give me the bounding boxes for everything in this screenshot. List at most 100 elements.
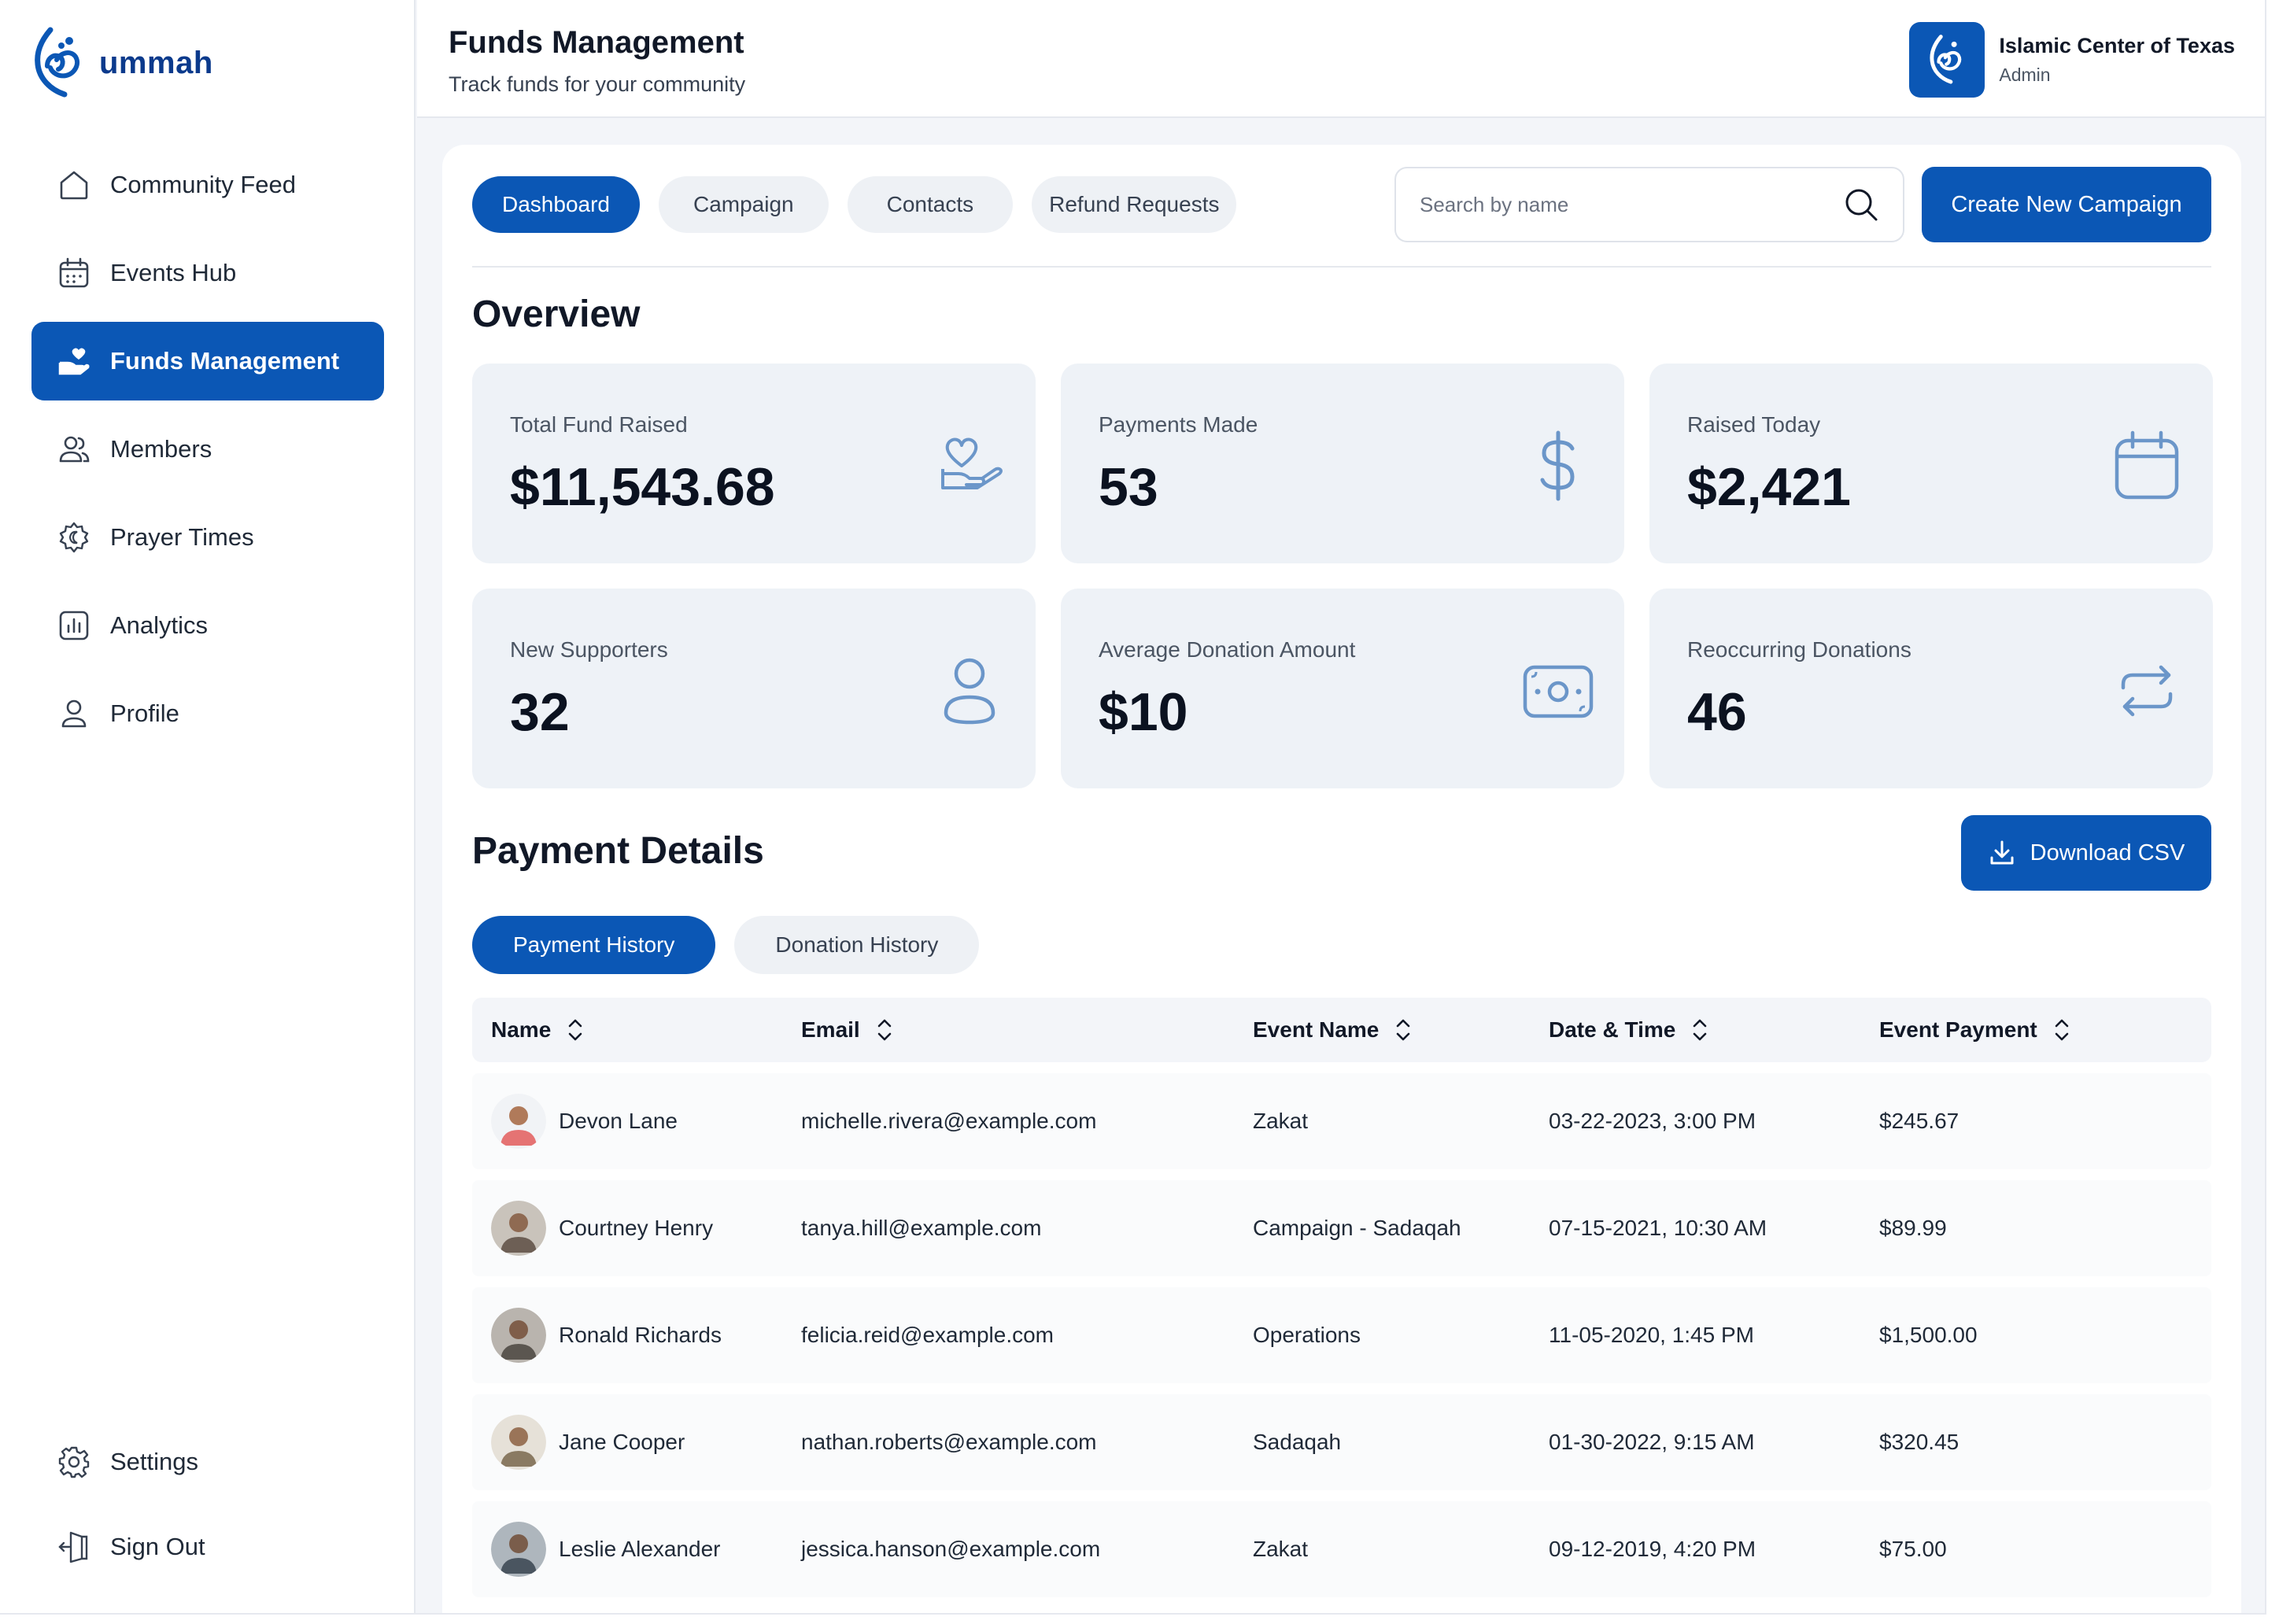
stat-card-raised-today: Raised Today $2,421 bbox=[1649, 364, 2213, 563]
tab-campaign[interactable]: Campaign bbox=[658, 176, 829, 233]
row-name: Devon Lane bbox=[559, 1109, 678, 1133]
sidebar-item-label: Sign Out bbox=[110, 1533, 205, 1560]
home-icon bbox=[60, 171, 88, 200]
stat-value: 46 bbox=[1687, 682, 1747, 742]
stat-card-reoccurring-donations: Reoccurring Donations 46 bbox=[1649, 589, 2213, 788]
ummah-logo-icon bbox=[35, 27, 80, 98]
org-switcher[interactable]: Islamic Center of Texas Admin bbox=[1909, 22, 2235, 98]
row-event: Campaign - Sadaqah bbox=[1253, 1216, 1461, 1240]
stat-value: $2,421 bbox=[1687, 457, 1851, 517]
sidebar-item-profile[interactable]: Profile bbox=[31, 674, 384, 753]
sidebar-item-label: Community Feed bbox=[110, 171, 297, 198]
row-email: jessica.hanson@example.com bbox=[801, 1537, 1101, 1561]
avatar bbox=[491, 1201, 546, 1256]
tab-contacts[interactable]: Contacts bbox=[847, 176, 1014, 233]
row-datetime: 09-12-2019, 4:20 PM bbox=[1549, 1537, 1756, 1561]
create-campaign-button[interactable]: Create New Campaign bbox=[1922, 167, 2211, 242]
tab-donation-history[interactable]: Donation History bbox=[734, 916, 980, 974]
table-row[interactable]: Devon Lane michelle.rivera@example.com Z… bbox=[472, 1073, 2211, 1169]
column-header-event-name[interactable]: Event Name bbox=[1253, 1017, 1549, 1043]
sort-icon[interactable] bbox=[563, 1017, 587, 1043]
avatar bbox=[491, 1094, 546, 1149]
column-header-date-time[interactable]: Date & Time bbox=[1549, 1017, 1879, 1043]
column-label: Event Payment bbox=[1879, 1017, 2037, 1042]
sidebar-item-sign-out[interactable]: Sign Out bbox=[31, 1509, 384, 1585]
stat-label: Payments Made bbox=[1099, 412, 1258, 437]
stat-label: Total Fund Raised bbox=[510, 412, 688, 437]
tab-refund-requests[interactable]: Refund Requests bbox=[1032, 176, 1237, 233]
search-input[interactable] bbox=[1420, 192, 1843, 217]
row-datetime: 01-30-2022, 9:15 AM bbox=[1549, 1430, 1755, 1454]
sidebar-item-label: Analytics bbox=[110, 611, 209, 639]
sidebar-item-funds-management[interactable]: Funds Management bbox=[31, 322, 384, 400]
tab-dashboard[interactable]: Dashboard bbox=[472, 176, 640, 233]
org-role: Admin bbox=[1999, 65, 2051, 85]
header: Funds Management Track funds for your co… bbox=[417, 0, 2265, 118]
row-event: Sadaqah bbox=[1253, 1430, 1342, 1454]
sidebar-item-label: Prayer Times bbox=[110, 523, 254, 551]
sidebar-item-label: Settings bbox=[110, 1448, 199, 1475]
sidebar-item-events-hub[interactable]: Events Hub bbox=[31, 234, 384, 312]
sidebar-bottom-nav: Settings Sign Out bbox=[31, 1424, 384, 1594]
column-header-event-payment[interactable]: Event Payment bbox=[1879, 1017, 2194, 1043]
row-payment: $75.00 bbox=[1879, 1537, 1947, 1561]
sort-icon[interactable] bbox=[1688, 1017, 1712, 1043]
stat-label: Average Donation Amount bbox=[1099, 637, 1356, 662]
column-label: Name bbox=[491, 1017, 552, 1042]
sidebar-item-members[interactable]: Members bbox=[31, 410, 384, 489]
sidebar-item-community-feed[interactable]: Community Feed bbox=[31, 146, 384, 224]
table-row[interactable]: Leslie Alexander jessica.hanson@example.… bbox=[472, 1501, 2211, 1597]
tab-payment-history[interactable]: Payment History bbox=[472, 916, 716, 974]
row-name: Ronald Richards bbox=[559, 1323, 722, 1347]
sidebar-item-analytics[interactable]: Analytics bbox=[31, 586, 384, 665]
sort-icon[interactable] bbox=[1391, 1017, 1415, 1043]
row-email: nathan.roberts@example.com bbox=[801, 1430, 1097, 1454]
stat-value: $10 bbox=[1099, 682, 1188, 742]
column-label: Email bbox=[801, 1017, 860, 1042]
stat-card-payments-made: Payments Made 53 bbox=[1061, 364, 1624, 563]
download-icon bbox=[1990, 840, 2014, 865]
sidebar-item-prayer-times[interactable]: Prayer Times bbox=[31, 498, 384, 577]
divider bbox=[472, 266, 2211, 268]
org-name: Islamic Center of Texas bbox=[1999, 34, 2235, 57]
table-row[interactable]: Ronald Richards felicia.reid@example.com… bbox=[472, 1287, 2211, 1383]
column-header-name[interactable]: Name bbox=[472, 1017, 801, 1043]
row-email: felicia.reid@example.com bbox=[801, 1323, 1054, 1347]
gear-icon bbox=[58, 1446, 90, 1478]
sort-icon[interactable] bbox=[2050, 1017, 2074, 1043]
cell-name: Leslie Alexander bbox=[472, 1522, 801, 1577]
avatar bbox=[491, 1308, 546, 1363]
sign-out-icon bbox=[58, 1531, 88, 1563]
column-header-email[interactable]: Email bbox=[801, 1017, 1253, 1043]
row-datetime: 03-22-2023, 3:00 PM bbox=[1549, 1109, 1756, 1133]
row-email: michelle.rivera@example.com bbox=[801, 1109, 1097, 1133]
stat-label: New Supporters bbox=[510, 637, 668, 662]
user-icon bbox=[944, 658, 995, 725]
sidebar-item-settings[interactable]: Settings bbox=[31, 1424, 384, 1500]
download-csv-button[interactable]: Download CSV bbox=[1961, 815, 2211, 891]
logo[interactable]: ummah bbox=[30, 24, 213, 102]
brand-name: ummah bbox=[99, 45, 213, 80]
repeat-icon bbox=[2121, 665, 2173, 717]
row-name: Courtney Henry bbox=[559, 1216, 714, 1240]
sidebar: ummah Community Feed Events Hub Funds Ma… bbox=[0, 0, 416, 1613]
row-name: Jane Cooper bbox=[559, 1430, 685, 1454]
table-row[interactable]: Jane Cooper nathan.roberts@example.com S… bbox=[472, 1394, 2211, 1490]
crescent-icon bbox=[59, 522, 89, 553]
column-label: Event Name bbox=[1253, 1017, 1380, 1042]
search-icon[interactable] bbox=[1843, 186, 1879, 223]
avatar bbox=[491, 1415, 546, 1470]
row-datetime: 11-05-2020, 1:45 PM bbox=[1549, 1323, 1754, 1347]
sidebar-item-label: Members bbox=[110, 435, 212, 463]
table-row[interactable]: Courtney Henry tanya.hill@example.com Ca… bbox=[472, 1180, 2211, 1276]
stat-card-total-fund-raised: Total Fund Raised $11,543.68 bbox=[472, 364, 1036, 563]
hand-heart-icon bbox=[58, 348, 90, 375]
payments-table: Name Email Event Name Date & Time Event … bbox=[472, 998, 2211, 1597]
sidebar-item-label: Funds Management bbox=[110, 347, 340, 375]
sort-icon[interactable] bbox=[873, 1017, 896, 1043]
stat-value: $11,543.68 bbox=[510, 457, 775, 517]
cell-name: Devon Lane bbox=[472, 1094, 801, 1149]
hand-heart-icon bbox=[941, 437, 1003, 489]
download-csv-label: Download CSV bbox=[2030, 840, 2185, 866]
